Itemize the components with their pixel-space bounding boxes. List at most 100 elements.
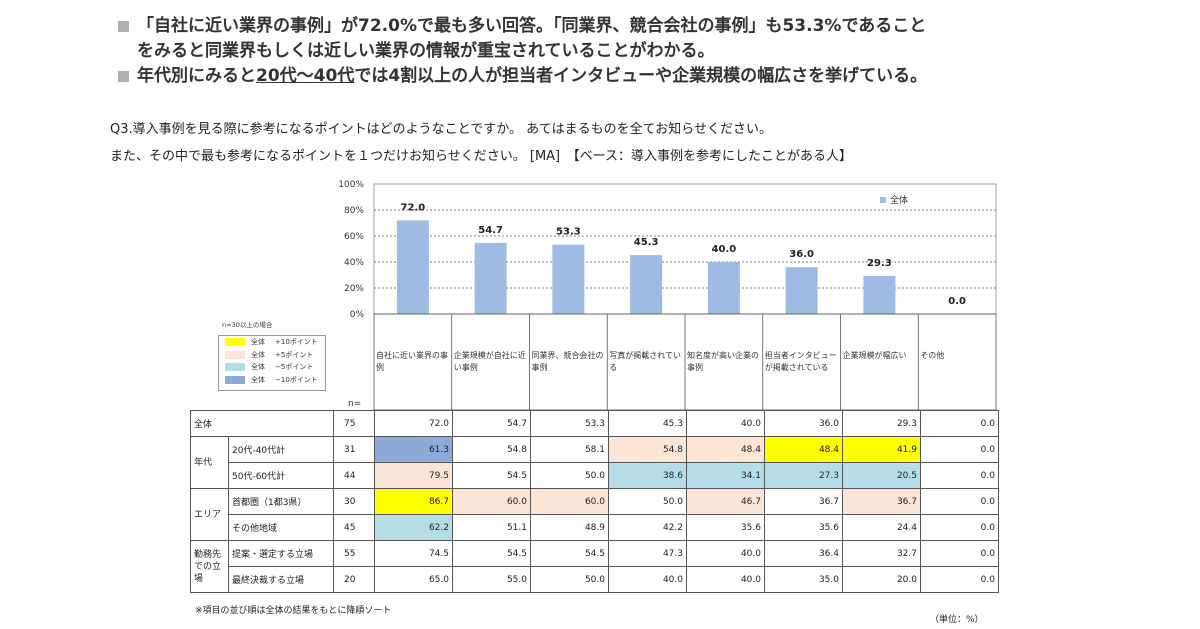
value-cell: 42.2 [608,514,687,541]
value-cell: 36.7 [842,488,921,515]
value-cell: 36.4 [764,540,843,567]
value-cell: 74.5 [374,540,453,567]
data-label: 45.3 [634,237,659,248]
highlight-legend-label: 全体 [251,363,265,372]
value-cell: 53.3 [530,410,609,437]
value-cell: 0.0 [920,462,999,489]
table-row: 勤務先での立場 提案・選定する立場 55 74.5 54.5 54.5 47.3 40.0 36… [190,540,999,593]
highlight-legend-label: 全体 [251,350,265,359]
bullet-2: 年代別にみると20代～40代では4割以上の人が担当者インタビューや企業規模の幅広… [118,64,1178,89]
category-label: 同業界、競合会社の事例 [531,351,604,372]
highlight-swatch [225,363,245,372]
y-tick-label: 20% [344,284,364,294]
n-cell: 45 [333,514,375,541]
bullet-square-icon [118,21,129,32]
bullet-1-continued: をみると同業界もしくは近しい業界の情報が重宝されていることがわかる。 [137,41,715,61]
data-label: 53.3 [556,227,581,238]
value-cell: 72.0 [374,410,453,437]
bar [863,275,896,314]
highlight-legend-row: 全体 −10ポイント [219,374,325,387]
value-cell: 48.4 [686,436,765,463]
bullet-square-icon [118,71,129,82]
data-label: 36.0 [789,249,814,260]
chart-grid [374,209,996,289]
value-cell: 47.3 [608,540,687,567]
value-cell: 58.1 [530,436,609,463]
n-cell: 30 [333,488,375,515]
value-cell: 27.3 [764,462,843,489]
value-cell: 65.0 [374,566,453,593]
value-cell: 54.5 [452,462,531,489]
value-cell: 38.6 [608,462,687,489]
value-cell: 20.5 [842,462,921,489]
value-cell: 41.9 [842,436,921,463]
y-tick-label: 40% [344,258,364,268]
value-cell: 50.0 [530,462,609,489]
highlight-swatch [225,338,245,347]
value-cell: 86.7 [374,488,453,515]
category-label: 写真が掲載されている [609,351,682,372]
highlight-legend-desc: +10ポイント [275,338,318,347]
value-cell: 45.3 [608,410,687,437]
value-cell: 36.7 [764,488,843,515]
group-label: 勤務先での立場 [190,540,229,593]
bar [474,242,507,314]
value-cell: 0.0 [920,540,999,567]
legend-note: n=30以上の場合 [222,320,273,329]
group-label: 年代 [190,436,229,489]
value-cell: 35.6 [764,514,843,541]
bars [396,220,896,314]
value-cell: 55.0 [452,566,531,593]
value-cell: 40.0 [686,566,765,593]
value-cell: 62.2 [374,514,453,541]
category-label: 知名度が高い企業の事例 [687,351,759,372]
category-label: 自社に近い業界の事例 [376,351,448,372]
category-label: 担当者インタビューが掲載されている [764,351,837,372]
y-tick-label: 0% [350,310,365,320]
highlight-legend-desc: −5ポイント [275,363,314,372]
row-label: 提案・選定する立場 [228,540,334,567]
category-label: 企業規模が自社に近い事例 [453,351,526,372]
bullet-2-pre: 年代別にみると [137,66,256,86]
highlight-legend: 全体 +10ポイント 全体 +5ポイント 全体 −5ポイント 全体 −10ポイント [218,335,326,391]
legend-label: 全体 [890,194,908,206]
value-cell: 0.0 [920,514,999,541]
bar [552,244,585,314]
highlight-legend-row: 全体 +10ポイント [219,336,325,349]
table-row: 50代-60代計 44 79.5 54.5 50.0 38.6 34.1 27.3 20.5 0.… [191,462,999,489]
highlight-swatch [225,350,245,359]
highlight-legend-row: 全体 +5ポイント [219,349,325,362]
value-cell: 50.0 [608,488,687,515]
n-header: n= [348,399,361,409]
table-row: 全体 75 72.0 54.7 53.3 45.3 40.0 36.0 29.3 0.0 [190,410,999,437]
bar [630,255,663,314]
value-cell: 50.0 [530,566,609,593]
value-cell: 79.5 [374,462,453,489]
row-label: その他地域 [228,514,334,541]
value-cell: 60.0 [452,488,531,515]
unit-note: （単位：%） [930,615,984,625]
highlight-legend-desc: +5ポイント [275,350,314,359]
group-label: エリア [190,488,229,541]
highlight-legend-desc: −10ポイント [275,375,318,384]
value-cell: 29.3 [842,410,921,437]
value-cell: 34.1 [686,462,765,489]
y-tick-label: 100% [338,180,364,190]
value-cell: 32.7 [842,540,921,567]
value-cell: 54.7 [452,410,531,437]
row-label: 最終決裁する立場 [228,566,334,593]
n-cell: 31 [333,436,375,463]
value-cell: 54.8 [452,436,531,463]
summary-bullets: 「自社に近い業界の事例」が72.0%で最も多い回答。「同業界、競合会社の事例」も… [118,14,1178,89]
row-label: 50代-60代計 [228,462,334,489]
bullet-1-text: 「自社に近い業界の事例」が72.0%で最も多い回答。「同業界、競合会社の事例」も… [137,16,927,36]
value-cell: 0.0 [920,566,999,593]
highlight-legend-row: 全体 −5ポイント [219,361,325,374]
bullet-2-text: 年代別にみると20代～40代では4割以上の人が担当者インタビューや企業規模の幅広… [137,64,927,89]
row-label: 首都圏（1都3県） [228,488,334,515]
bullet-2-post: では4割以上の人が担当者インタビューや企業規模の幅広さを挙げている。 [354,66,928,86]
value-cell: 0.0 [920,436,999,463]
value-cell: 40.0 [608,566,687,593]
bar [707,262,740,314]
